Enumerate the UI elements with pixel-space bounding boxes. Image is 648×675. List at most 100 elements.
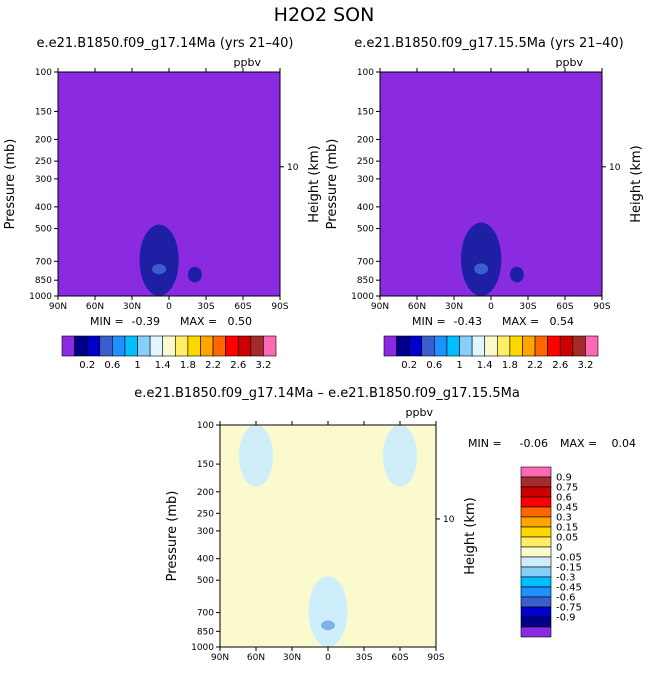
x-tick-label: 60S — [556, 302, 573, 312]
contour-group — [460, 222, 524, 296]
colorbar-label: 3.2 — [577, 360, 593, 371]
contour-region — [509, 266, 524, 283]
x-tick-label: 90N — [371, 302, 389, 312]
colorbar-label: 3.2 — [255, 360, 271, 371]
x-tick-label: 0 — [325, 653, 331, 663]
min-label: MIN = — [412, 315, 446, 328]
y-axis-label-right: Height (km) — [307, 145, 322, 222]
colorbar-swatch — [124, 335, 138, 357]
y-tick-label: 500 — [357, 225, 374, 235]
y-tick-label: 150 — [357, 107, 374, 117]
colorbar-swatch — [112, 335, 126, 357]
min-label: MIN = — [90, 315, 124, 328]
colorbar-swatch — [522, 335, 536, 357]
colorbar-swatch — [572, 335, 586, 357]
y-tick-label: 1000 — [29, 292, 52, 302]
y-tick-label: 300 — [35, 175, 52, 185]
max-value: 0.50 — [228, 315, 253, 328]
colorbar-swatch — [471, 335, 486, 357]
colorbar-label: -0.6 — [556, 593, 576, 604]
colorbar-swatch — [520, 586, 552, 598]
y-tick-label: 150 — [197, 460, 214, 470]
y-axis-label-right: Height (km) — [463, 497, 478, 574]
y-tick-label: 700 — [357, 257, 374, 267]
min-value: -0.06 — [520, 437, 548, 450]
colorbar-label: 2.6 — [552, 360, 568, 371]
colorbar-label: 0.75 — [556, 483, 578, 494]
panel-title: e.e21.B1850.f09_g17.15.5Ma (yrs 21–40) — [354, 36, 623, 51]
colorbar-label: 0.45 — [556, 503, 578, 514]
colorbar-swatch — [520, 476, 552, 488]
contour-group — [139, 224, 202, 296]
colorbar-swatch — [137, 335, 151, 357]
x-tick-label: 30N — [283, 653, 301, 663]
y-tick-label: 500 — [35, 225, 52, 235]
colorbar-swatch — [520, 606, 552, 618]
colorbar-label: 1 — [134, 360, 140, 371]
min-value: -0.39 — [132, 315, 160, 328]
colorbar-label: 0.2 — [401, 360, 417, 371]
y-tick-label: 850 — [357, 276, 374, 286]
units-label: ppbv — [234, 56, 262, 69]
x-tick-label: 90N — [211, 653, 229, 663]
y-tick-label: 400 — [35, 203, 52, 213]
min-value: -0.43 — [454, 315, 482, 328]
colorbar-swatch — [520, 556, 552, 568]
contour-region — [187, 266, 202, 283]
colorbar-swatch — [263, 335, 277, 357]
colorbar-swatch — [520, 516, 552, 528]
y-tick-label: 200 — [357, 135, 374, 145]
colorbar-swatch — [534, 335, 548, 357]
colorbar-swatch — [520, 536, 552, 548]
y-tick-label: 400 — [197, 555, 214, 565]
x-tick-label: 0 — [166, 302, 172, 312]
colorbar-swatch — [99, 335, 113, 357]
colorbar-swatch — [396, 335, 410, 357]
colorbar-label: 0.9 — [556, 473, 572, 484]
colorbar-swatch — [520, 566, 552, 578]
x-tick-label: 30S — [355, 653, 372, 663]
x-tick-label: 60N — [247, 653, 265, 663]
colorbar-swatch — [149, 335, 164, 357]
max-value: 0.54 — [550, 315, 575, 328]
colorbar-swatch — [187, 335, 201, 357]
y-tick-label: 850 — [197, 627, 214, 637]
colorbar-swatch — [520, 526, 552, 538]
colorbar-swatch — [212, 335, 226, 357]
x-tick-label: 60S — [234, 302, 251, 312]
panel-title: e.e21.B1850.f09_g17.14Ma (yrs 21–40) — [36, 36, 293, 51]
panel-top-right: e.e21.B1850.f09_g17.15.5Ma (yrs 21–40) p… — [325, 36, 644, 371]
contour-group — [238, 425, 418, 647]
colorbar-swatch — [559, 335, 574, 357]
contour-region — [308, 576, 348, 647]
min-label: MIN = — [468, 437, 502, 450]
y-axis-label: Pressure (mb) — [325, 139, 340, 230]
colorbar-swatch — [509, 335, 523, 357]
y-right-tick-label: 10 — [287, 163, 299, 173]
colorbar-swatch — [520, 576, 552, 588]
y-axis-label: Pressure (mb) — [165, 491, 180, 582]
y-tick-label: 300 — [357, 175, 374, 185]
colorbar-swatch — [520, 506, 552, 518]
x-tick-label: 60S — [391, 653, 408, 663]
y-tick-label: 200 — [197, 488, 214, 498]
y-tick-label: 100 — [197, 421, 214, 431]
colorbar-label: 2.2 — [527, 360, 543, 371]
colorbar-label: -0.75 — [556, 603, 582, 614]
colorbar-label: 1.4 — [477, 360, 493, 371]
colorbar-label: -0.05 — [556, 553, 582, 564]
colorbar-label: 0 — [556, 543, 562, 554]
panel-top-left: e.e21.B1850.f09_g17.14Ma (yrs 21–40) ppb… — [3, 36, 322, 371]
y-tick-label: 100 — [35, 68, 52, 78]
y-tick-label: 400 — [357, 203, 374, 213]
colorbar-swatch — [520, 496, 552, 508]
y-tick-label: 150 — [35, 107, 52, 117]
colorbar-swatch — [383, 335, 397, 357]
colorbar-label: 0.6 — [556, 493, 572, 504]
colorbar-swatch — [520, 486, 552, 498]
units-label: ppbv — [556, 56, 584, 69]
y-tick-label: 250 — [357, 157, 374, 167]
y-tick-label: 1000 — [351, 292, 374, 302]
colorbar-swatch — [585, 335, 599, 357]
